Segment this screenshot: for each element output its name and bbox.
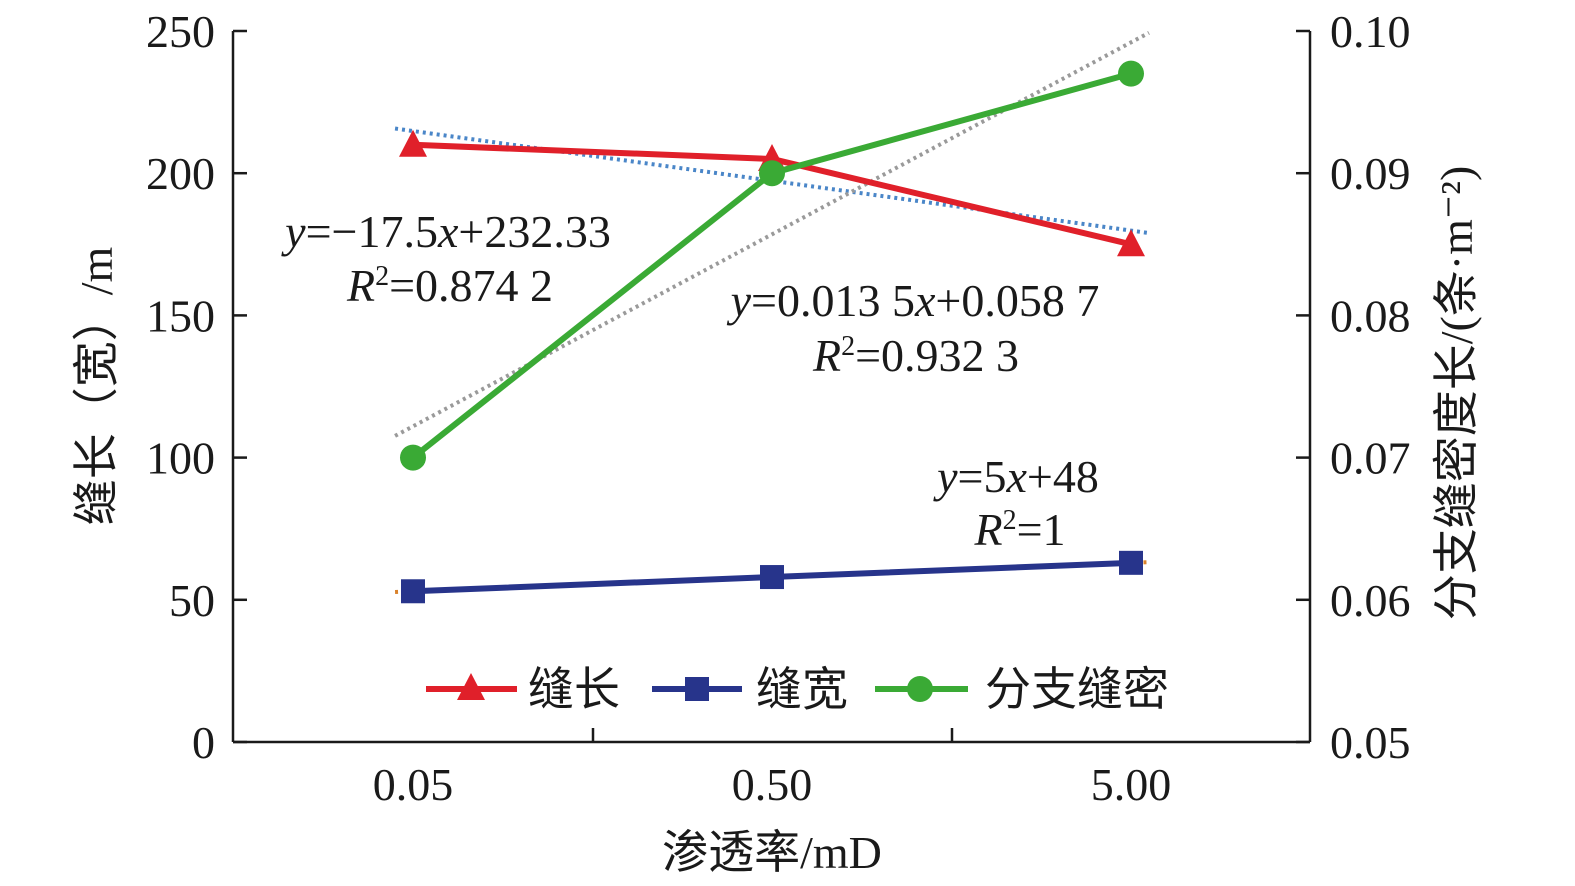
x-tick-label: 5.00 xyxy=(1091,759,1172,810)
right-tick-label: 0.08 xyxy=(1330,290,1411,341)
left-tick-label: 150 xyxy=(146,290,215,341)
x-axis-title: 渗透率/mD xyxy=(662,827,882,878)
left-tick-label: 250 xyxy=(146,6,215,57)
eq-length-intercept: +232.33 xyxy=(458,206,610,257)
eq-density-x: x xyxy=(914,275,936,326)
equation-length: y=−17.5x+232.33 R2=0.874 2 xyxy=(281,206,611,311)
data-point-triangle xyxy=(1117,229,1145,257)
legend-density-marker xyxy=(907,676,933,702)
eq-width-r-sup: 2 xyxy=(1003,505,1017,536)
legend-density-label: 分支缝密 xyxy=(985,664,1169,715)
svg-text:R2=1: R2=1 xyxy=(973,504,1065,555)
x-tick-label: 0.05 xyxy=(373,759,454,810)
eq-density-intercept: +0.058 7 xyxy=(935,275,1099,326)
legend-item-density: 分支缝密 xyxy=(875,664,1169,715)
eq-width-r2: =1 xyxy=(1017,504,1066,555)
eq-density-y: y xyxy=(727,275,752,326)
eq-density-r: R xyxy=(812,330,841,381)
eq-length-y: y xyxy=(281,206,306,257)
eq-density-r-sup: 2 xyxy=(841,331,855,362)
right-axis-title: 分支缝密度长/(条·m⁻²) xyxy=(1431,166,1482,621)
plot-area: 0 50 100 150 200 250 0.05 0.06 0.07 0.08 0.09 0.10 0… xyxy=(146,6,1411,810)
svg-text:R2=0.932 3: R2=0.932 3 xyxy=(812,330,1019,381)
eq-length-r-sup: 2 xyxy=(375,261,389,292)
data-point-square xyxy=(1119,550,1143,575)
eq-length-slope: =−17.5 xyxy=(306,206,438,257)
data-point-circle xyxy=(759,160,785,187)
eq-width-x: x xyxy=(1006,451,1028,502)
legend-item-width: 缝宽 xyxy=(652,664,848,715)
equation-width: y=5x+48 R2=1 xyxy=(933,451,1099,555)
right-tick-label: 0.09 xyxy=(1330,148,1411,199)
legend-item-length: 缝长 xyxy=(426,664,620,715)
svg-text:y=0.013 5x+0.058 7: y=0.013 5x+0.058 7 xyxy=(727,275,1100,326)
right-tick-label: 0.07 xyxy=(1330,433,1411,484)
data-point-circle xyxy=(1118,60,1144,87)
eq-width-y: y xyxy=(933,451,958,502)
eq-length-r2: =0.874 2 xyxy=(389,260,553,311)
svg-text:y=5x+48: y=5x+48 xyxy=(933,451,1099,502)
legend-length-marker xyxy=(457,673,485,700)
data-point-square xyxy=(401,579,425,604)
right-tick-label: 0.10 xyxy=(1330,6,1411,57)
eq-length-x: x xyxy=(437,206,459,257)
right-tick-label: 0.06 xyxy=(1330,575,1411,626)
data-point-square xyxy=(760,565,784,590)
eq-width-slope: =5 xyxy=(958,451,1007,502)
eq-density-r2: =0.932 3 xyxy=(855,330,1019,381)
legend-length-label: 缝长 xyxy=(528,664,620,715)
eq-width-r: R xyxy=(973,504,1002,555)
eq-width-intercept: +48 xyxy=(1027,451,1099,502)
series xyxy=(399,60,1145,604)
left-tick-label: 100 xyxy=(146,433,215,484)
legend: 缝长 缝宽 分支缝密 xyxy=(426,664,1169,715)
right-tick-label: 0.05 xyxy=(1330,717,1411,768)
data-point-circle xyxy=(400,444,426,471)
eq-density-slope: =0.013 5 xyxy=(751,275,915,326)
equation-density: y=0.013 5x+0.058 7 R2=0.932 3 xyxy=(727,275,1100,381)
svg-text:R2=0.874 2: R2=0.874 2 xyxy=(346,260,553,311)
data-point-triangle xyxy=(399,129,427,157)
legend-width-label: 缝宽 xyxy=(756,664,848,715)
svg-text:y=−17.5x+232.33: y=−17.5x+232.33 xyxy=(281,206,611,257)
left-axis-title: 缝长（宽）/m xyxy=(71,247,122,526)
left-tick-label: 200 xyxy=(146,148,215,199)
legend-width-marker xyxy=(685,677,709,701)
left-tick-label: 50 xyxy=(169,575,215,626)
eq-length-r: R xyxy=(346,260,375,311)
left-tick-label: 0 xyxy=(192,717,215,768)
x-tick-label: 0.50 xyxy=(732,759,813,810)
